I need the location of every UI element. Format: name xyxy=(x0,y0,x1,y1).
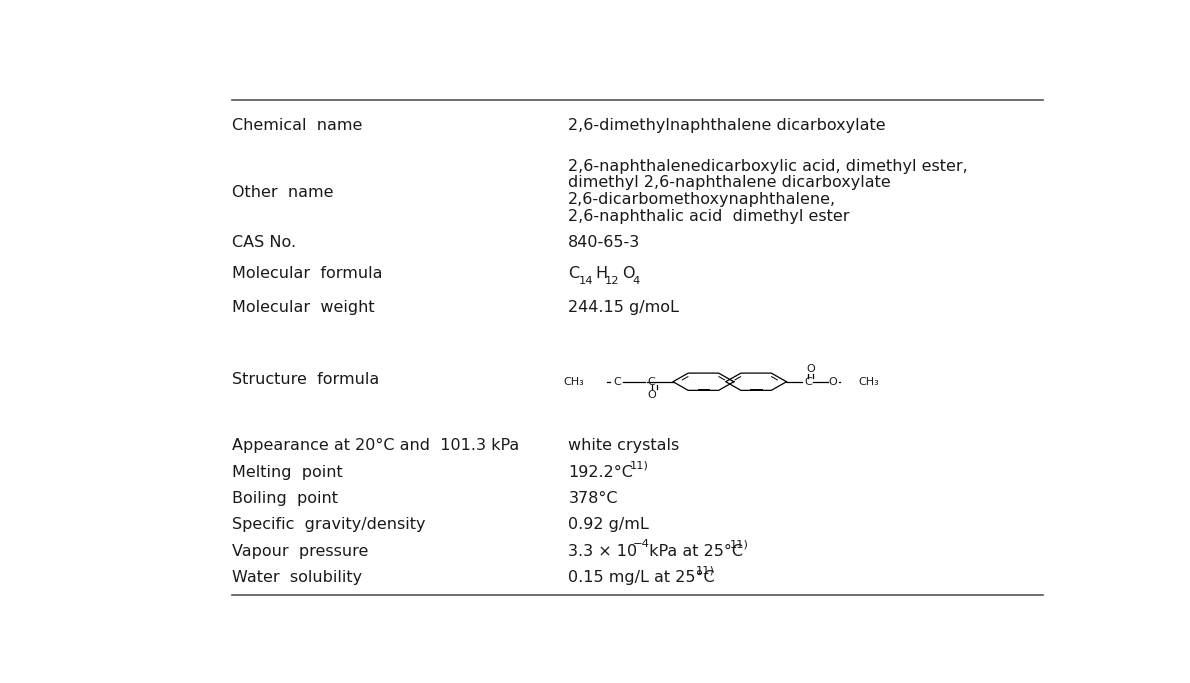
Text: 4: 4 xyxy=(632,276,639,285)
Text: 11): 11) xyxy=(729,540,749,549)
Text: C: C xyxy=(613,377,621,387)
Text: 2,6-dimethylnaphthalene dicarboxylate: 2,6-dimethylnaphthalene dicarboxylate xyxy=(569,117,887,133)
Text: CH₃: CH₃ xyxy=(858,377,879,387)
Text: kPa at 25°C: kPa at 25°C xyxy=(644,544,743,559)
Text: CAS No.: CAS No. xyxy=(232,235,296,250)
Text: Molecular  formula: Molecular formula xyxy=(232,266,382,281)
Text: 192.2°C: 192.2°C xyxy=(569,464,633,479)
Text: 244.15 g/moL: 244.15 g/moL xyxy=(569,300,679,315)
Text: H: H xyxy=(595,266,607,281)
Text: 14: 14 xyxy=(578,276,593,285)
Text: C: C xyxy=(647,377,656,387)
Text: Structure  formula: Structure formula xyxy=(232,372,378,387)
Text: C: C xyxy=(569,266,580,281)
Text: dimethyl 2,6-naphthalene dicarboxylate: dimethyl 2,6-naphthalene dicarboxylate xyxy=(569,176,891,191)
Text: C: C xyxy=(804,377,812,387)
Text: Melting  point: Melting point xyxy=(232,464,343,479)
Text: Chemical  name: Chemical name xyxy=(232,117,362,133)
Text: −4: −4 xyxy=(633,540,650,549)
Text: Appearance at 20°C and  101.3 kPa: Appearance at 20°C and 101.3 kPa xyxy=(232,438,519,454)
Text: CH₃: CH₃ xyxy=(563,377,584,387)
Text: 11): 11) xyxy=(696,566,715,576)
Text: Molecular  weight: Molecular weight xyxy=(232,300,375,315)
Text: Other  name: Other name xyxy=(232,185,333,200)
Text: 0.92 g/mL: 0.92 g/mL xyxy=(569,517,649,532)
Text: white crystals: white crystals xyxy=(569,438,679,454)
Text: 0.15 mg/L at 25°C: 0.15 mg/L at 25°C xyxy=(569,570,715,585)
Text: 3.3 × 10: 3.3 × 10 xyxy=(569,544,638,559)
Text: 12: 12 xyxy=(606,276,620,285)
Text: 840-65-3: 840-65-3 xyxy=(569,235,640,250)
Text: O: O xyxy=(622,266,634,281)
Text: 378°C: 378°C xyxy=(569,491,618,506)
Text: Boiling  point: Boiling point xyxy=(232,491,338,506)
Text: 2,6-dicarbomethoxynaphthalene,: 2,6-dicarbomethoxynaphthalene, xyxy=(569,192,837,207)
Text: 11): 11) xyxy=(631,460,650,471)
Text: 2,6-naphthalic acid  dimethyl ester: 2,6-naphthalic acid dimethyl ester xyxy=(569,209,850,224)
Text: Vapour  pressure: Vapour pressure xyxy=(232,544,368,559)
Text: 2,6-naphthalenedicarboxylic acid, dimethyl ester,: 2,6-naphthalenedicarboxylic acid, dimeth… xyxy=(569,158,969,173)
Text: O: O xyxy=(828,377,838,387)
Text: O: O xyxy=(807,364,815,374)
Text: Specific  gravity/density: Specific gravity/density xyxy=(232,517,425,532)
Text: O: O xyxy=(647,390,656,400)
Text: Water  solubility: Water solubility xyxy=(232,570,362,585)
